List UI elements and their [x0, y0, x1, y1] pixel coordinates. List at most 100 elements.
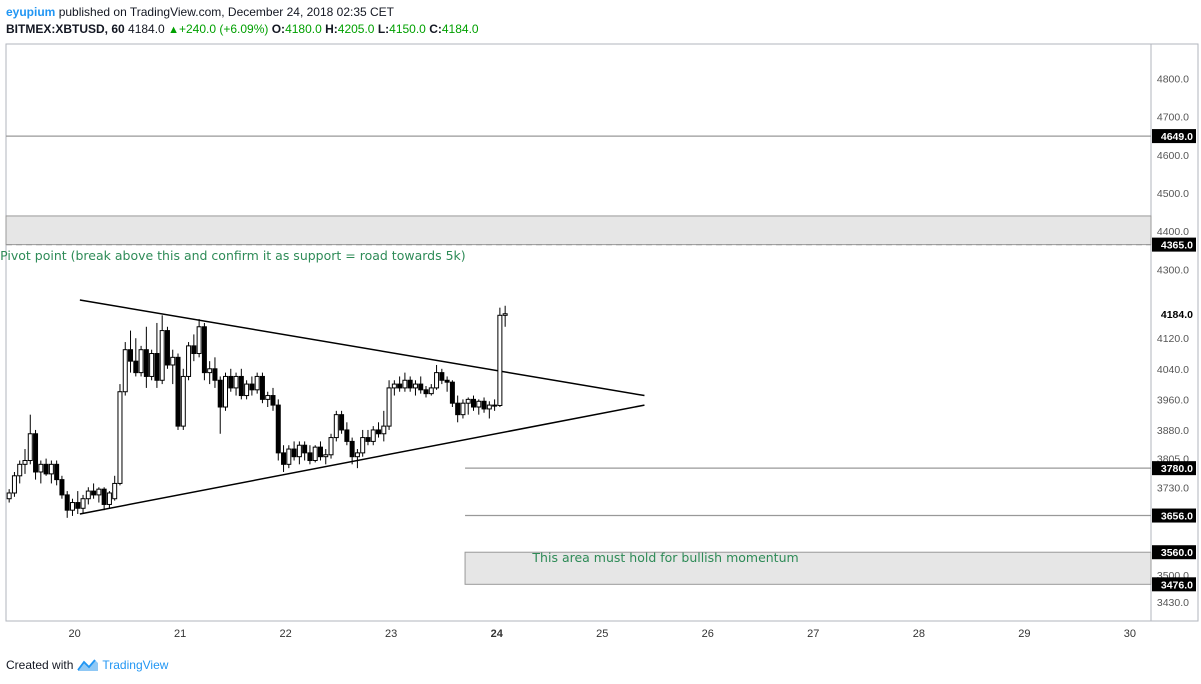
candle-body-33 [180, 375, 186, 427]
candle-body-68 [365, 437, 371, 442]
y-tick-label-4300: 4300.0 [1157, 264, 1189, 276]
candle-body-14 [80, 498, 86, 509]
candle-body-83 [444, 379, 450, 383]
candle-body-43 [233, 375, 239, 389]
candle-body-76 [407, 379, 413, 389]
candle-body-78 [418, 383, 424, 391]
candle-body-11 [64, 494, 70, 511]
candle-body-49 [265, 395, 271, 400]
price-label-bg-4184 [1152, 306, 1196, 321]
candle-body-46 [249, 383, 255, 391]
plot-frame [5, 43, 1152, 622]
annotation-1: This area must hold for bullish momentum [531, 550, 798, 565]
price-label-4649: 4649.0 [1161, 131, 1193, 143]
y-tick-label-3730: 3730.0 [1157, 482, 1189, 494]
candle-body-80 [428, 387, 434, 395]
candle-body-22 [122, 349, 128, 393]
candle-body-6 [38, 463, 44, 473]
candle-body-82 [439, 372, 445, 381]
candle-body-26 [143, 349, 149, 377]
candle-body-5 [33, 433, 39, 473]
candle-body-0 [6, 492, 12, 500]
trendline-0 [79, 299, 645, 397]
candle-body-53 [286, 448, 292, 465]
candle-body-92 [492, 404, 498, 407]
author-name[interactable]: eyupium [6, 5, 56, 19]
published-text: published on TradingView.com, December 2… [58, 5, 395, 19]
candle-body-81 [434, 372, 440, 389]
high-label: H: [325, 22, 338, 36]
candle-body-62 [333, 414, 339, 439]
candle-body-39 [212, 368, 218, 381]
tradingview-brand[interactable]: TradingView [102, 658, 169, 672]
candle-body-17 [96, 488, 102, 496]
candle-body-71 [381, 425, 387, 435]
x-tick-label-25: 25 [596, 628, 608, 640]
candle-body-32 [175, 356, 181, 427]
candle-body-55 [296, 444, 302, 458]
candle-body-41 [223, 375, 229, 408]
candle-body-72 [386, 387, 392, 427]
candle-body-7 [43, 463, 49, 475]
candle-body-9 [54, 463, 60, 481]
candle-body-90 [481, 400, 487, 410]
x-tick-label-22: 22 [280, 628, 292, 640]
candle-body-4 [27, 433, 33, 462]
candle-body-50 [270, 395, 276, 406]
candle-body-56 [302, 444, 308, 454]
publish-info: eyupium published on TradingView.com, De… [6, 5, 394, 19]
low-label: L: [377, 22, 390, 36]
footer: Created with TradingView [6, 658, 168, 672]
price-label-4365: 4365.0 [1161, 240, 1193, 252]
candle-body-34 [186, 345, 192, 377]
candle-body-93 [497, 314, 503, 406]
price-label-3476: 3476.0 [1161, 579, 1193, 591]
price-label-bg-3656 [1152, 508, 1196, 523]
candle-body-94 [502, 313, 508, 316]
symbol-label: BITMEX:XBTUSD, 60 [6, 22, 125, 36]
candle-body-79 [423, 389, 429, 395]
candle-body-74 [397, 383, 403, 389]
candle-body-40 [217, 379, 223, 408]
candle-body-21 [117, 391, 123, 484]
candle-body-28 [154, 353, 160, 381]
candle-body-44 [238, 375, 244, 397]
candle-body-27 [149, 353, 155, 377]
candle-body-87 [465, 398, 471, 404]
x-tick-label-26: 26 [702, 628, 714, 640]
price-label-bg-3780 [1152, 461, 1196, 476]
candle-body-63 [339, 414, 345, 431]
price-axis [1150, 43, 1199, 622]
candle-body-59 [317, 446, 323, 458]
candle-body-47 [254, 375, 260, 391]
x-tick-label-20: 20 [68, 628, 80, 640]
zone-rect-1 [464, 551, 1152, 585]
candle-body-52 [281, 452, 287, 465]
price-change: +240.0 (+6.09%) [178, 22, 269, 36]
x-tick-label-27: 27 [807, 628, 819, 640]
trendline-1 [79, 404, 645, 515]
candle-body-45 [244, 383, 250, 397]
open-label: O: [271, 22, 286, 36]
candle-body-69 [370, 429, 376, 442]
x-tick-label-28: 28 [913, 628, 925, 640]
price-label-3560: 3560.0 [1161, 547, 1193, 559]
candle-body-88 [470, 398, 476, 408]
candle-body-61 [328, 437, 334, 456]
candle-body-57 [307, 452, 313, 462]
candle-body-10 [59, 479, 65, 496]
candle-body-3 [22, 460, 28, 465]
x-tick-label-24: 24 [491, 628, 504, 640]
x-tick-label-30: 30 [1124, 628, 1136, 640]
candle-body-54 [291, 448, 297, 458]
candle-body-18 [101, 488, 107, 505]
candle-body-67 [360, 437, 366, 454]
candle-body-16 [91, 490, 97, 496]
candle-body-15 [85, 490, 91, 500]
candle-body-65 [349, 440, 355, 458]
candle-body-2 [17, 463, 23, 477]
candle-body-51 [275, 404, 281, 454]
candle-body-23 [128, 349, 134, 362]
y-tick-label-4800: 4800.0 [1157, 73, 1189, 85]
